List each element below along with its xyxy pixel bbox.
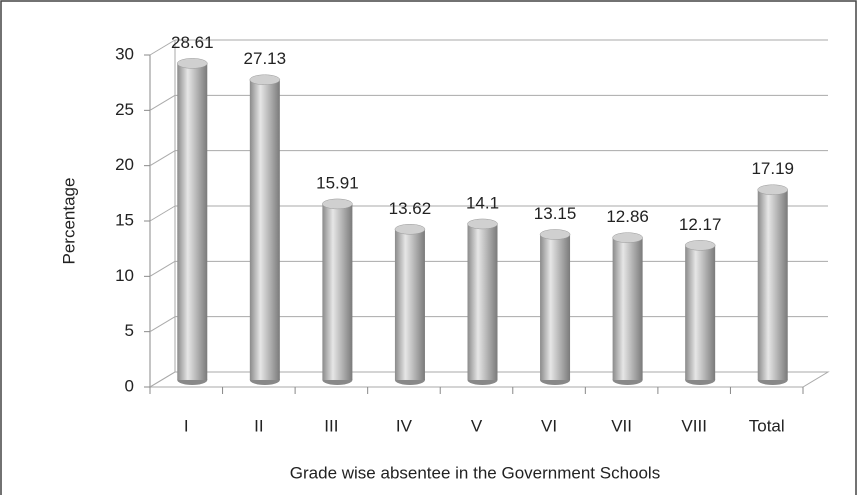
y-tick-label: 30: [115, 44, 134, 63]
x-tick-label: VIII: [681, 416, 707, 435]
bar: [685, 245, 716, 380]
value-label: 13.15: [534, 204, 577, 223]
bar-top: [467, 218, 498, 230]
value-label: 12.86: [606, 207, 649, 226]
grid-diagonal: [149, 205, 176, 222]
value-label: 12.17: [679, 215, 722, 234]
bar-top: [757, 184, 788, 196]
value-label: 13.62: [389, 199, 432, 218]
bar-top: [539, 229, 571, 240]
x-tick-label: IV: [396, 416, 413, 435]
grid-diagonal: [149, 150, 176, 167]
bar: [322, 203, 353, 380]
x-tick-label: III: [324, 416, 338, 435]
bar: [757, 189, 788, 380]
bar-top: [394, 224, 426, 235]
value-label: 15.91: [316, 173, 359, 192]
bar: [540, 234, 571, 380]
x-tick-label: II: [254, 416, 263, 435]
bar: [394, 229, 425, 380]
bar-top: [177, 58, 208, 69]
grid-diagonal: [149, 316, 176, 333]
y-tick-label: 20: [115, 155, 134, 174]
x-tick-label: V: [471, 416, 483, 435]
bar-top: [612, 232, 643, 243]
y-tick-label: 10: [115, 266, 134, 285]
value-label: 14.1: [466, 193, 499, 212]
x-tick-label: VI: [541, 416, 557, 435]
bar: [612, 237, 643, 380]
grid-diagonal: [149, 260, 176, 277]
value-label: 27.13: [244, 49, 287, 68]
value-label: 28.61: [171, 33, 214, 52]
x-tick-label: I: [184, 416, 189, 435]
grid-diagonal: [149, 39, 176, 56]
bar-top: [684, 240, 716, 251]
grid-diagonal: [149, 94, 176, 111]
grid-diagonal: [149, 371, 176, 388]
value-label: 17.19: [751, 159, 794, 178]
y-tick-label: 25: [115, 100, 134, 119]
bar: [467, 223, 498, 380]
y-tick-label: 0: [125, 376, 134, 395]
bar: [177, 63, 208, 381]
bar-top: [322, 198, 353, 210]
y-axis-title: Percentage: [59, 178, 78, 265]
y-tick-label: 5: [125, 321, 134, 340]
x-tick-label: Total: [749, 416, 785, 435]
y-tick-label: 15: [115, 210, 134, 229]
bar: [249, 79, 280, 381]
bar-top: [249, 74, 281, 86]
x-tick-label: VII: [611, 416, 632, 435]
x-axis-title: Grade wise absentee in the Government Sc…: [290, 463, 660, 482]
